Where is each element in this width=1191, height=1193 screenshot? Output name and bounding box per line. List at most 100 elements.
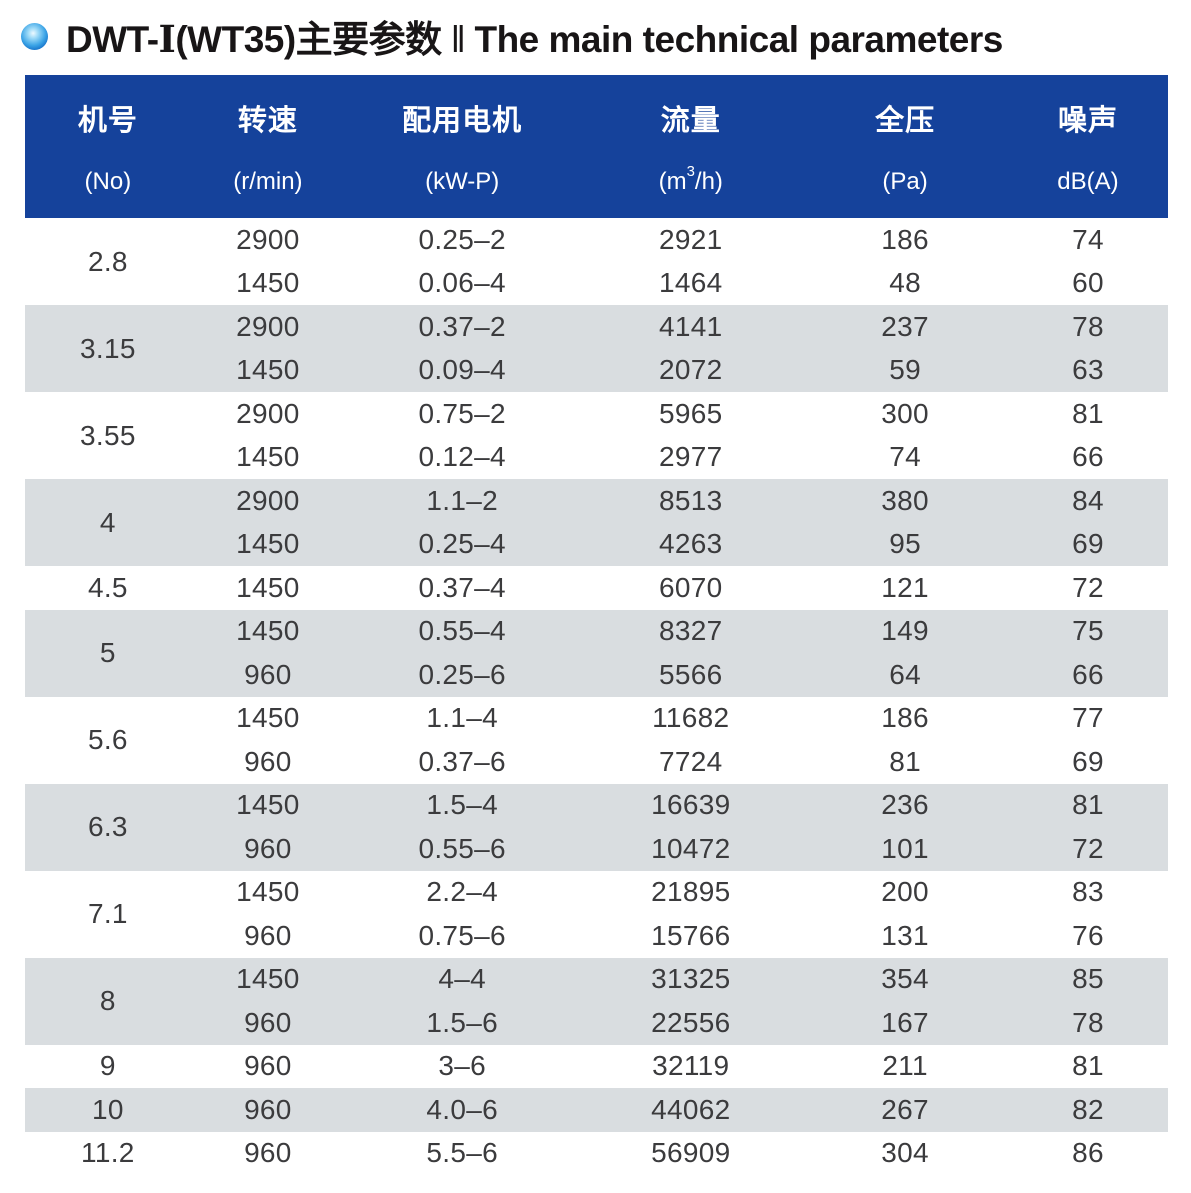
value-cell: 72 [1072, 571, 1104, 603]
value-cell: 0.55–6 [345, 827, 580, 871]
value-cell: 2.2–4 [426, 876, 498, 908]
model-no-cell: 4.5 [87, 571, 128, 603]
value-cell: 960 [190, 827, 346, 871]
value-cell: 0.25–2 [418, 223, 506, 255]
table-row: 960 0.55–6 10472 101 72 [25, 827, 1168, 871]
value-cell: 16639 [579, 783, 803, 827]
value-cell: 300 [881, 397, 929, 429]
value-cell: 2900 [236, 397, 300, 429]
value-cell: 5566 [579, 653, 803, 697]
value-cell: 78 [1007, 305, 1168, 349]
value-cell: 267 [802, 1088, 1008, 1132]
table-row: 7.1 1450 2.2–4 21895 200 83 [25, 871, 1168, 929]
value-cell: 7724 [659, 745, 723, 777]
value-cell: 0.06–4 [418, 267, 506, 299]
value-cell: 66 [1072, 441, 1104, 473]
col-header-speed: 转速 (r/min) [190, 75, 346, 218]
value-cell: 8513 [579, 479, 803, 523]
value-cell: 56909 [651, 1137, 731, 1169]
flow-unit-pre: (m [658, 168, 687, 195]
value-cell: 11682 [652, 702, 730, 734]
col-header-motor-unit: (kW-P) [425, 168, 500, 195]
table-row: 1450 0.25–4 4263 95 69 [25, 522, 1168, 566]
table-row: 1450 0.12–4 2977 74 66 [25, 436, 1168, 480]
header-row: 机号 (No) 转速 (r/min) 配用电机 (kW-P) [25, 75, 1168, 218]
value-cell: 48 [889, 267, 921, 299]
col-header-pressure-unit: (Pa) [882, 168, 928, 195]
value-cell: 69 [1007, 522, 1168, 566]
table-row: 3.55 2900 0.75–2 5965 300 81 [25, 392, 1168, 451]
table-row: 2.8 2900 0.25–2 2921 186 74 [25, 218, 1168, 277]
value-cell: 1450 [236, 441, 300, 473]
value-cell: 44062 [579, 1088, 803, 1132]
value-cell: 0.37–6 [418, 745, 506, 777]
value-cell: 74 [889, 441, 921, 473]
value-cell: 960 [190, 653, 346, 697]
table-row: 8 1450 4–4 31325 354 85 [25, 957, 1168, 1045]
value-cell: 2900 [190, 479, 346, 523]
value-cell: 121 [881, 571, 929, 603]
value-cell: 200 [881, 876, 929, 908]
table-row: 5 1450 0.55–4 8327 149 75 [25, 609, 1168, 697]
value-cell: 1450 [190, 957, 346, 1001]
table-row: 1450 0.06–4 1464 48 60 [25, 262, 1168, 306]
value-cell: 1450 [190, 783, 346, 827]
value-cell: 0.37–4 [418, 571, 506, 603]
value-cell: 59 [802, 348, 1008, 392]
model-no-cell: 9 [99, 1050, 116, 1082]
value-cell: 236 [802, 783, 1008, 827]
value-cell: 2072 [579, 348, 803, 392]
model-no-cell: 2.8 [87, 245, 128, 277]
model-no-cell: 4 [25, 479, 191, 566]
title-row: DWT-Ⅰ(WT35)主要参数 ‖ The main technical param… [21, 8, 1181, 64]
col-header-flow-unit: (m3/h) [658, 164, 723, 196]
value-cell: 1450 [190, 348, 346, 392]
title-separator: ‖ [450, 19, 466, 60]
value-cell: 81 [889, 745, 921, 777]
table-row: 9 960 3–6 32119 211 81 [25, 1045, 1168, 1089]
value-cell: 32119 [652, 1050, 730, 1082]
value-cell: 60 [1072, 267, 1104, 299]
value-cell: 84 [1007, 479, 1168, 523]
value-cell: 1464 [659, 267, 723, 299]
model-no-cell: 8 [25, 957, 191, 1045]
value-cell: 77 [1072, 702, 1104, 734]
value-cell: 10472 [579, 827, 803, 871]
value-cell: 186 [881, 702, 929, 734]
value-cell: 74 [1072, 223, 1104, 255]
value-cell: 3–6 [438, 1050, 486, 1082]
value-cell: 15766 [651, 919, 731, 951]
parameters-table: 机号 (No) 转速 (r/min) 配用电机 (kW-P) [25, 75, 1168, 1175]
model-no-cell: 3.15 [25, 305, 191, 392]
value-cell: 149 [802, 609, 1008, 653]
col-header-model-no-zh: 机号 [77, 105, 138, 137]
value-cell: 0.09–4 [345, 348, 580, 392]
table-row: 10 960 4.0–6 44062 267 82 [25, 1088, 1168, 1132]
value-cell: 8327 [579, 609, 803, 653]
model-no-cell: 7.1 [87, 898, 128, 929]
value-cell: 1450 [190, 522, 346, 566]
value-cell: 4–4 [345, 957, 580, 1001]
value-cell: 1450 [236, 267, 300, 299]
value-cell: 4.0–6 [345, 1088, 580, 1132]
col-header-speed-zh: 转速 [237, 105, 298, 137]
col-header-speed-unit: (r/min) [233, 168, 303, 195]
value-cell: 960 [244, 745, 292, 777]
model-no-cell: 6.3 [25, 783, 191, 871]
value-cell: 1.5–6 [345, 1001, 580, 1045]
value-cell: 75 [1007, 609, 1168, 653]
value-cell: 960 [190, 1088, 346, 1132]
value-cell: 0.37–2 [345, 305, 580, 349]
value-cell: 131 [881, 919, 929, 951]
table-row: 960 0.25–6 5566 64 66 [25, 653, 1168, 697]
table-header: 机号 (No) 转速 (r/min) 配用电机 (kW-P) [25, 75, 1168, 218]
title-english: The main technical parameters [474, 19, 1003, 60]
title-model-prefix: DWT- [66, 19, 159, 60]
value-cell: 0.75–6 [418, 919, 506, 951]
value-cell: 0.12–4 [418, 441, 506, 473]
value-cell: 0.55–4 [345, 609, 580, 653]
value-cell: 72 [1007, 827, 1168, 871]
value-cell: 1450 [190, 609, 346, 653]
col-header-flow: 流量 (m3/h) [579, 75, 803, 218]
table-row: 3.15 2900 0.37–2 4141 237 78 [25, 305, 1168, 392]
